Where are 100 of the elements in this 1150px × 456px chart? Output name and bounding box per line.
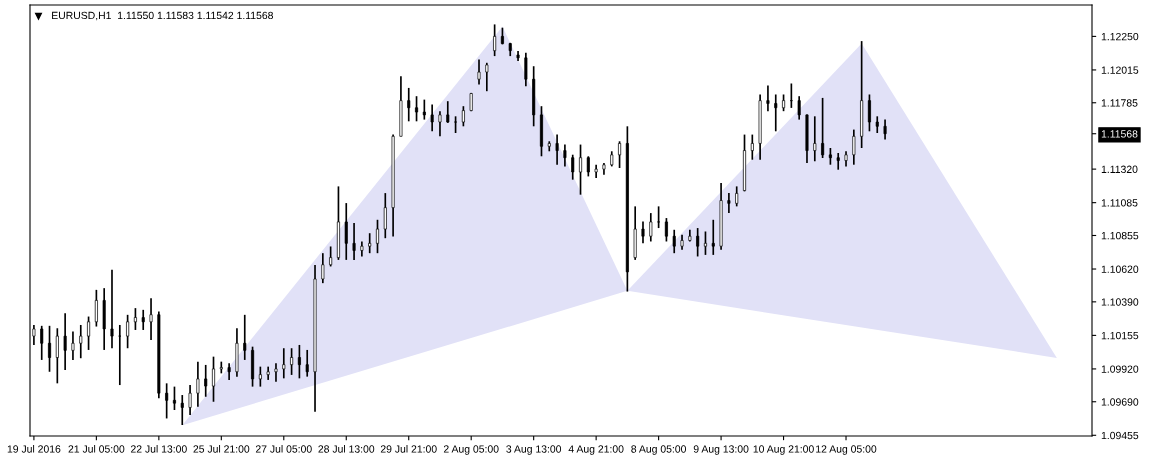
x-tick-label: 28 Jul 13:00 — [318, 445, 375, 453]
candlestick — [383, 192, 387, 240]
candlestick — [430, 103, 434, 133]
candlestick — [852, 128, 856, 166]
candlestick — [821, 97, 825, 159]
candlestick — [71, 330, 75, 361]
candlestick — [321, 252, 325, 284]
y-tick-label: 1.11568 — [1101, 130, 1138, 138]
x-tick-label: 8 Aug 05:00 — [631, 445, 687, 455]
candlestick — [141, 309, 145, 331]
x-tick-label: 3 Aug 13:00 — [506, 445, 562, 455]
x-tick-label: 4 Aug 21:00 — [568, 445, 624, 455]
candlestick — [55, 327, 59, 385]
x-tick-label: 29 Jul 21:00 — [380, 445, 437, 453]
candlestick — [797, 95, 801, 121]
candlestick — [407, 87, 411, 123]
candlestick — [438, 110, 442, 138]
candlestick — [258, 365, 262, 388]
candlestick — [727, 192, 731, 214]
candlestick — [883, 118, 887, 141]
x-tick-label: 2 Aug 05:00 — [443, 445, 499, 455]
candlestick — [657, 205, 661, 229]
candlestick — [641, 220, 645, 245]
candlestick — [696, 227, 700, 258]
text: EURUSD,H1 1.11550 1.11583 1.11542 1.11568 — [52, 11, 273, 21]
candlestick — [766, 84, 770, 113]
y-tick-label: 1.10855 — [1101, 231, 1139, 240]
candlestick — [79, 324, 83, 360]
candlestick — [94, 289, 98, 328]
candlestick — [204, 364, 208, 398]
candlestick — [586, 155, 590, 178]
candlestick — [290, 347, 294, 376]
candlestick — [165, 382, 169, 420]
x-tick-label: 19 Jul 2016 — [7, 445, 61, 453]
y-tick-label: 1.12250 — [1101, 32, 1139, 41]
y-tick-label: 1.10620 — [1101, 265, 1139, 273]
candlestick — [352, 222, 356, 261]
x-tick-label: 9 Aug 13:00 — [693, 445, 749, 455]
candlestick — [703, 230, 707, 256]
y-tick-label: 1.11785 — [1101, 99, 1138, 107]
candlestick — [297, 344, 301, 380]
candlestick — [344, 202, 348, 261]
y-tick-label: 1.12015 — [1101, 66, 1139, 74]
y-tick-label: 1.11320 — [1101, 165, 1138, 173]
candlestick — [40, 324, 44, 361]
candlestick — [563, 143, 567, 168]
candlestick — [461, 105, 465, 128]
candlestick — [774, 93, 778, 133]
x-tick-label: 22 Jul 13:00 — [130, 445, 187, 453]
candlestick — [579, 143, 583, 196]
candlestick — [375, 218, 380, 255]
y-tick-label: 1.09690 — [1101, 398, 1139, 406]
x-tick-label: 25 Jul 21:00 — [193, 445, 250, 453]
candlestick — [149, 297, 153, 341]
candlestick — [180, 394, 184, 426]
candlestick — [368, 232, 372, 255]
x-tick-label: 10 Aug 21:00 — [753, 445, 814, 455]
candlestick — [415, 95, 419, 123]
candlestick — [422, 98, 426, 121]
y-tick-label: 1.09920 — [1101, 365, 1139, 373]
candlestick — [118, 324, 122, 386]
candlestick — [813, 115, 817, 163]
candlestick — [618, 140, 622, 169]
candlestick — [196, 360, 200, 408]
candlestick — [110, 268, 114, 350]
candlestick — [282, 347, 286, 380]
candlestick — [672, 228, 676, 255]
y-tick-label: 1.09455 — [1101, 431, 1139, 440]
candlestick — [274, 362, 278, 383]
candlestick — [446, 100, 450, 124]
x-tick-label: 21 Jul 05:00 — [68, 445, 125, 453]
candlestick — [329, 245, 333, 268]
x-tick-label: 27 Jul 05:00 — [255, 445, 312, 453]
candlestick — [477, 58, 481, 86]
candlestick — [172, 385, 176, 411]
y-tick-label: 1.11085 — [1101, 199, 1138, 207]
candlestick — [305, 349, 309, 378]
y-tick-label: 1.10390 — [1101, 298, 1139, 306]
candlestick — [63, 312, 67, 371]
y-tick-label: 1.10155 — [1101, 331, 1139, 340]
candlestick — [571, 153, 575, 181]
x-tick-label: 12 Aug 05:00 — [816, 445, 877, 455]
candlestick — [48, 324, 52, 373]
candlestick — [126, 313, 130, 350]
candlestick — [524, 51, 528, 88]
candlestick — [555, 133, 559, 166]
candlestick — [735, 185, 739, 208]
candlestick — [711, 218, 715, 256]
candlestick — [188, 384, 192, 416]
candlestick — [87, 315, 91, 351]
candlestick — [867, 93, 871, 133]
candlestick — [493, 23, 497, 57]
candlestick — [664, 217, 668, 243]
candlestick — [836, 152, 840, 171]
candlestick — [133, 307, 137, 331]
candlestick — [243, 313, 247, 361]
candlestick — [485, 61, 489, 93]
candlestick — [649, 212, 653, 243]
candlestick — [789, 82, 793, 109]
candlestick — [211, 355, 216, 403]
